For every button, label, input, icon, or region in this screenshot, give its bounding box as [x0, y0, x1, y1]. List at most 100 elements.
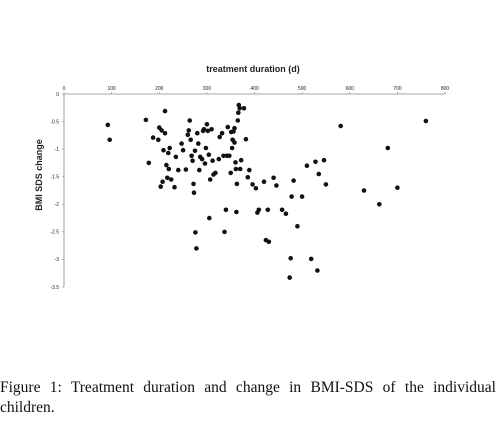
data-point	[232, 140, 237, 145]
data-point	[316, 171, 322, 177]
data-point	[167, 145, 172, 151]
data-point	[228, 170, 233, 176]
data-point	[166, 166, 172, 172]
data-point	[232, 125, 237, 131]
figure-caption: Figure 1: Treatment duration and change …	[0, 378, 496, 418]
y-tick-label: -3.5	[50, 285, 59, 291]
data-point	[247, 167, 252, 173]
data-point	[265, 207, 271, 213]
data-point	[295, 224, 300, 229]
data-point	[395, 185, 400, 190]
data-point	[256, 207, 262, 213]
data-point	[377, 202, 382, 207]
data-point	[173, 154, 179, 160]
x-tick-label: 0	[63, 86, 66, 92]
data-point	[201, 127, 207, 132]
y-axis-title: BMI SDS change	[34, 139, 44, 211]
data-point	[237, 166, 243, 172]
data-point	[180, 147, 186, 153]
x-tick-label: 400	[250, 86, 259, 92]
data-point	[204, 122, 210, 127]
data-point	[146, 160, 152, 166]
data-point	[160, 179, 165, 184]
data-point	[186, 128, 192, 133]
data-point	[323, 182, 329, 187]
data-point	[236, 110, 241, 115]
data-point	[172, 184, 177, 190]
data-point	[205, 128, 211, 134]
data-point	[385, 145, 391, 151]
data-point	[225, 124, 231, 130]
data-point	[279, 207, 285, 213]
data-point	[304, 163, 310, 168]
data-point	[271, 175, 276, 181]
data-point	[227, 153, 232, 159]
data-point	[210, 158, 215, 163]
data-point	[159, 128, 164, 133]
data-point	[183, 167, 189, 172]
data-point	[221, 153, 226, 159]
data-point	[193, 230, 198, 235]
data-point	[165, 175, 170, 181]
data-point	[321, 157, 327, 163]
data-point	[315, 268, 320, 273]
data-point	[241, 106, 247, 111]
data-point	[192, 148, 198, 154]
data-point	[105, 122, 111, 128]
data-point	[202, 161, 208, 166]
data-point	[164, 162, 169, 168]
data-point	[162, 130, 168, 136]
data-point	[222, 229, 227, 235]
data-point	[189, 153, 194, 159]
data-point	[143, 117, 149, 123]
data-point	[245, 175, 251, 180]
data-point	[361, 188, 367, 193]
x-tick-label: 300	[203, 86, 212, 92]
data-point	[223, 207, 229, 213]
x-tick-label: 500	[298, 86, 307, 92]
data-point	[107, 137, 112, 143]
data-point	[166, 150, 171, 156]
data-point	[238, 157, 244, 163]
data-point	[291, 178, 296, 183]
data-point	[162, 108, 168, 114]
y-axis: 0 -0.5 -1 -1.5 -2 -2.5 -3 -3.5	[50, 92, 65, 291]
y-tick-label: -3	[55, 257, 60, 263]
data-point	[217, 134, 222, 140]
x-axis: 0 100 200 300 400 500 600 700 800	[63, 86, 450, 95]
x-tick-label: 200	[155, 86, 164, 92]
data-point	[313, 159, 318, 165]
data-point	[195, 130, 200, 136]
data-points	[105, 102, 429, 280]
data-point	[168, 177, 174, 182]
data-point	[234, 181, 240, 187]
y-tick-label: -1.5	[50, 175, 59, 181]
data-point	[299, 194, 305, 199]
data-point	[191, 181, 196, 187]
data-point	[250, 182, 255, 187]
y-tick-label: 0	[56, 92, 59, 98]
data-point	[423, 118, 429, 124]
data-point	[206, 152, 212, 157]
data-point	[243, 136, 249, 142]
data-point	[194, 246, 199, 251]
y-tick-label: -1	[55, 147, 60, 153]
data-point	[176, 167, 181, 173]
data-point	[235, 118, 241, 123]
data-point	[150, 135, 156, 140]
x-tick-label: 800	[441, 86, 450, 92]
data-point	[216, 156, 222, 162]
data-point	[274, 183, 279, 188]
data-point	[196, 141, 201, 146]
data-point	[213, 170, 218, 176]
data-point	[233, 160, 238, 165]
data-point	[283, 211, 289, 216]
data-point	[266, 239, 272, 245]
data-point	[207, 177, 213, 182]
x-tick-label: 700	[393, 86, 402, 92]
data-point	[234, 209, 239, 215]
data-point	[287, 275, 293, 280]
data-point	[338, 123, 344, 129]
x-tick-label: 600	[346, 86, 355, 92]
caption-text: Treatment duration and change in BMI-SDS…	[0, 379, 496, 416]
